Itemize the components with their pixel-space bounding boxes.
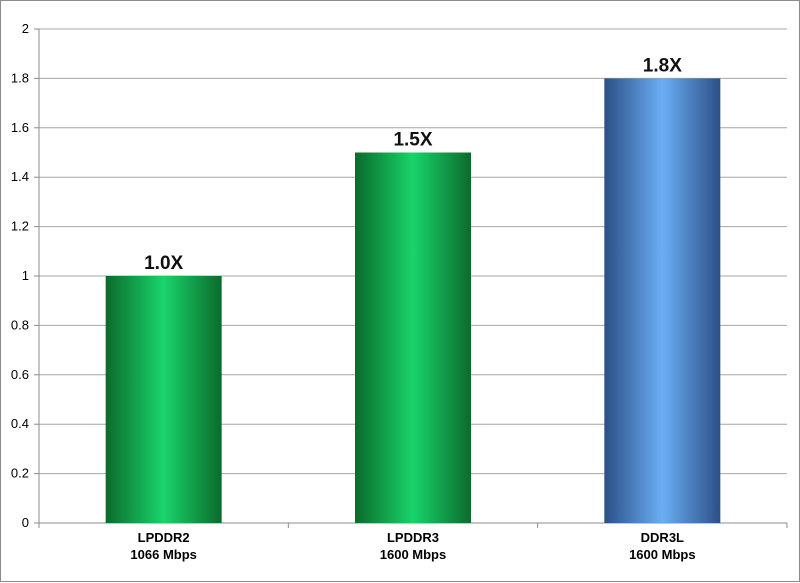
y-tick-label: 0.6: [11, 367, 29, 382]
y-tick-label: 0.8: [11, 317, 29, 332]
x-tick-label: LPDDR2: [138, 530, 190, 545]
y-tick-label: 1.6: [11, 120, 29, 135]
data-label: 1.0X: [144, 253, 183, 274]
bars: [105, 78, 721, 524]
y-tick-label: 1.4: [11, 169, 29, 184]
y-tick-label: 0: [22, 515, 29, 530]
x-tick-label-sub: 1600 Mbps: [629, 547, 695, 562]
bar: [355, 152, 471, 523]
y-tick-label: 1: [22, 268, 29, 283]
bar: [604, 78, 721, 524]
data-label: 1.8X: [643, 55, 682, 76]
y-tick-label: 1.8: [11, 70, 29, 85]
bar: [105, 276, 222, 523]
x-tick-label: DDR3L: [641, 530, 684, 545]
x-tick-label-sub: 1066 Mbps: [130, 547, 196, 562]
y-tick-label: 0.2: [11, 466, 29, 481]
y-tick-label: 0.4: [11, 416, 29, 431]
x-tick-labels: LPDDR2 1066 Mbps LPDDR3 1600 Mbps DDR3L 1600 …: [130, 530, 695, 562]
y-tick-label: 2: [22, 21, 29, 36]
x-tick-label-sub: 1600 Mbps: [380, 547, 446, 562]
data-labels: 1.0X 1.5X 1.8X: [144, 55, 682, 274]
data-label: 1.5X: [393, 130, 432, 151]
x-tick-label: LPDDR3: [387, 530, 439, 545]
y-tick-labels: 0 0.2 0.4 0.6 0.8 1 1.2 1.4 1.6 1.8 2: [11, 21, 29, 530]
y-tick-label: 1.2: [11, 219, 29, 234]
